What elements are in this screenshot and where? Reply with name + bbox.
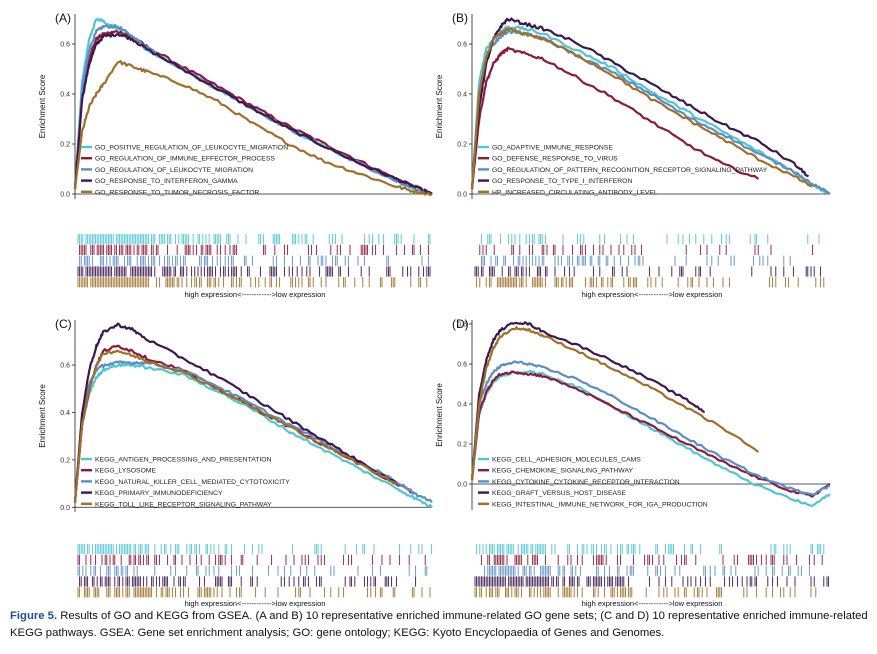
hit-strip-row-1 xyxy=(77,234,431,245)
x-axis-label: high expression<------------>low express… xyxy=(185,599,326,608)
legend-label: HP_INCREASED_CIRCULATING_ANTIBODY_LEVEL xyxy=(492,189,658,196)
x-axis-label: high expression<------------>low express… xyxy=(185,290,326,299)
hit-strip-row-2 xyxy=(479,244,814,255)
y-axis-label: Enrichment Score xyxy=(38,74,47,138)
y-tick-label: 0.2 xyxy=(457,442,467,449)
hit-strip-row-1 xyxy=(480,234,820,245)
legend-label: KEGG_GRAFT_VERSUS_HOST_DISEASE xyxy=(492,490,627,497)
legend-label: KEGG_INTESTINAL_IMMUNE_NETWORK_FOR_IGA_P… xyxy=(492,501,708,508)
series-line-5 xyxy=(73,60,433,197)
y-tick-label: 0.6 xyxy=(457,42,467,49)
panel-label: (A) xyxy=(55,11,71,25)
hit-strip-row-3 xyxy=(484,565,810,576)
y-tick-label: 0.4 xyxy=(457,402,467,409)
y-tick-label: 0.0 xyxy=(457,482,467,489)
legend-label: GO_ADAPTIVE_IMMUNE_RESPONSE xyxy=(492,145,613,152)
hit-strip-row-2 xyxy=(77,554,426,565)
series-line-1 xyxy=(73,362,433,508)
series-line-4 xyxy=(73,322,398,503)
hit-strip-row-4 xyxy=(77,266,431,277)
hit-strip-row-5 xyxy=(476,277,825,288)
hit-strip-row-3 xyxy=(480,255,791,266)
y-tick-label: 0.4 xyxy=(60,92,70,99)
legend-label: KEGG_ANTIGEN_PROCESSING_AND_PRESENTATION xyxy=(95,457,272,464)
figure-label: Figure 5. xyxy=(10,610,58,622)
hit-strip-row-4 xyxy=(474,266,822,277)
y-tick-label: 0.2 xyxy=(457,142,467,149)
series-line-2 xyxy=(470,370,831,498)
y-tick-label: 0.2 xyxy=(60,457,70,464)
legend-label: KEGG_LYSOSOME xyxy=(95,468,157,475)
series-line-3 xyxy=(470,360,831,496)
legend-label: KEGG_TOLL_LIKE_RECEPTOR_SIGNALING_PATHWA… xyxy=(95,501,272,508)
legend-label: GO_REGULATION_OF_IMMUNE_EFFECTOR_PROCESS xyxy=(95,156,275,163)
series-line-2 xyxy=(470,46,760,190)
hit-strip-row-1 xyxy=(77,544,433,555)
panel-label: (D) xyxy=(452,317,469,331)
legend-label: GO_DEFENSE_RESPONSE_TO_VIRUS xyxy=(492,156,618,163)
figure-caption-text: Results of GO and KEGG from GSEA. (A and… xyxy=(10,610,868,639)
hit-strip-row-3 xyxy=(79,255,429,266)
hit-strip-row-5 xyxy=(77,587,431,598)
legend-label: GO_RESPONSE_TO_INTERFERON_GAMMA xyxy=(95,178,238,185)
series-line-5 xyxy=(470,27,813,190)
panel-label: (B) xyxy=(452,11,468,25)
hit-strip-row-5 xyxy=(77,277,428,288)
legend-label: GO_REGULATION_OF_PATTERN_RECOGNITION_REC… xyxy=(492,167,768,174)
figure-caption: Figure 5. Results of GO and KEGG from GS… xyxy=(10,608,870,642)
hit-strip-row-3 xyxy=(77,565,428,576)
x-axis-label: high expression<------------>low express… xyxy=(582,599,723,608)
y-tick-label: 0.6 xyxy=(60,363,70,370)
hit-strip-row-2 xyxy=(480,554,823,565)
y-tick-label: 0.4 xyxy=(457,92,467,99)
y-tick-label: 0.8 xyxy=(457,322,467,329)
series-line-4 xyxy=(470,17,810,190)
legend-label: KEGG_CHEMOKINE_SIGNALING_PATHWAY xyxy=(492,468,633,475)
y-tick-label: 0.0 xyxy=(60,505,70,512)
series-line-4 xyxy=(73,32,433,195)
y-tick-label: 0.4 xyxy=(60,410,70,417)
hit-strip-row-4 xyxy=(79,576,417,587)
hit-strip-row-2 xyxy=(79,244,429,255)
y-axis-label: Enrichment Score xyxy=(435,74,444,138)
y-tick-label: 0.0 xyxy=(457,192,467,199)
legend-label: GO_POSITIVE_REGULATION_OF_LEUKOCYTE_MIGR… xyxy=(95,145,288,152)
y-tick-label: 0.2 xyxy=(60,142,70,149)
y-tick-label: 0.6 xyxy=(457,362,467,369)
legend-label: KEGG_CYTOKINE_CYTOKINE_RECEPTOR_INTERACT… xyxy=(492,479,680,486)
y-tick-label: 0.6 xyxy=(60,42,70,49)
legend-label: KEGG_PRIMARY_IMMUNODEFICIENCY xyxy=(95,490,223,497)
legend-label: KEGG_CELL_ADHESION_MOLECULES_CAMS xyxy=(492,457,641,464)
series-line-5 xyxy=(470,326,760,481)
legend-label: GO_RESPONSE_TO_TYPE_I_INTERFERON xyxy=(492,178,632,185)
legend-label: GO_REGULATION_OF_LEUKOCYTE_MIGRATION xyxy=(95,167,253,174)
hit-strip-row-1 xyxy=(476,544,825,555)
y-axis-label: Enrichment Score xyxy=(435,383,444,447)
legend-label: KEGG_NATURAL_KILLER_CELL_MEDIATED_CYTOTO… xyxy=(95,479,290,486)
y-tick-label: 0.0 xyxy=(60,192,70,199)
x-axis-label: high expression<------------>low express… xyxy=(582,290,723,299)
panel-label: (C) xyxy=(55,317,72,331)
hit-strip-row-4 xyxy=(474,576,830,587)
series-line-5 xyxy=(73,349,397,503)
y-axis-label: Enrichment Score xyxy=(38,384,47,448)
legend-label: GO_RESPONSE_TO_TUMOR_NECROSIS_FACTOR xyxy=(95,189,260,196)
series-line-4 xyxy=(470,321,705,481)
hit-strip-row-5 xyxy=(474,587,817,598)
